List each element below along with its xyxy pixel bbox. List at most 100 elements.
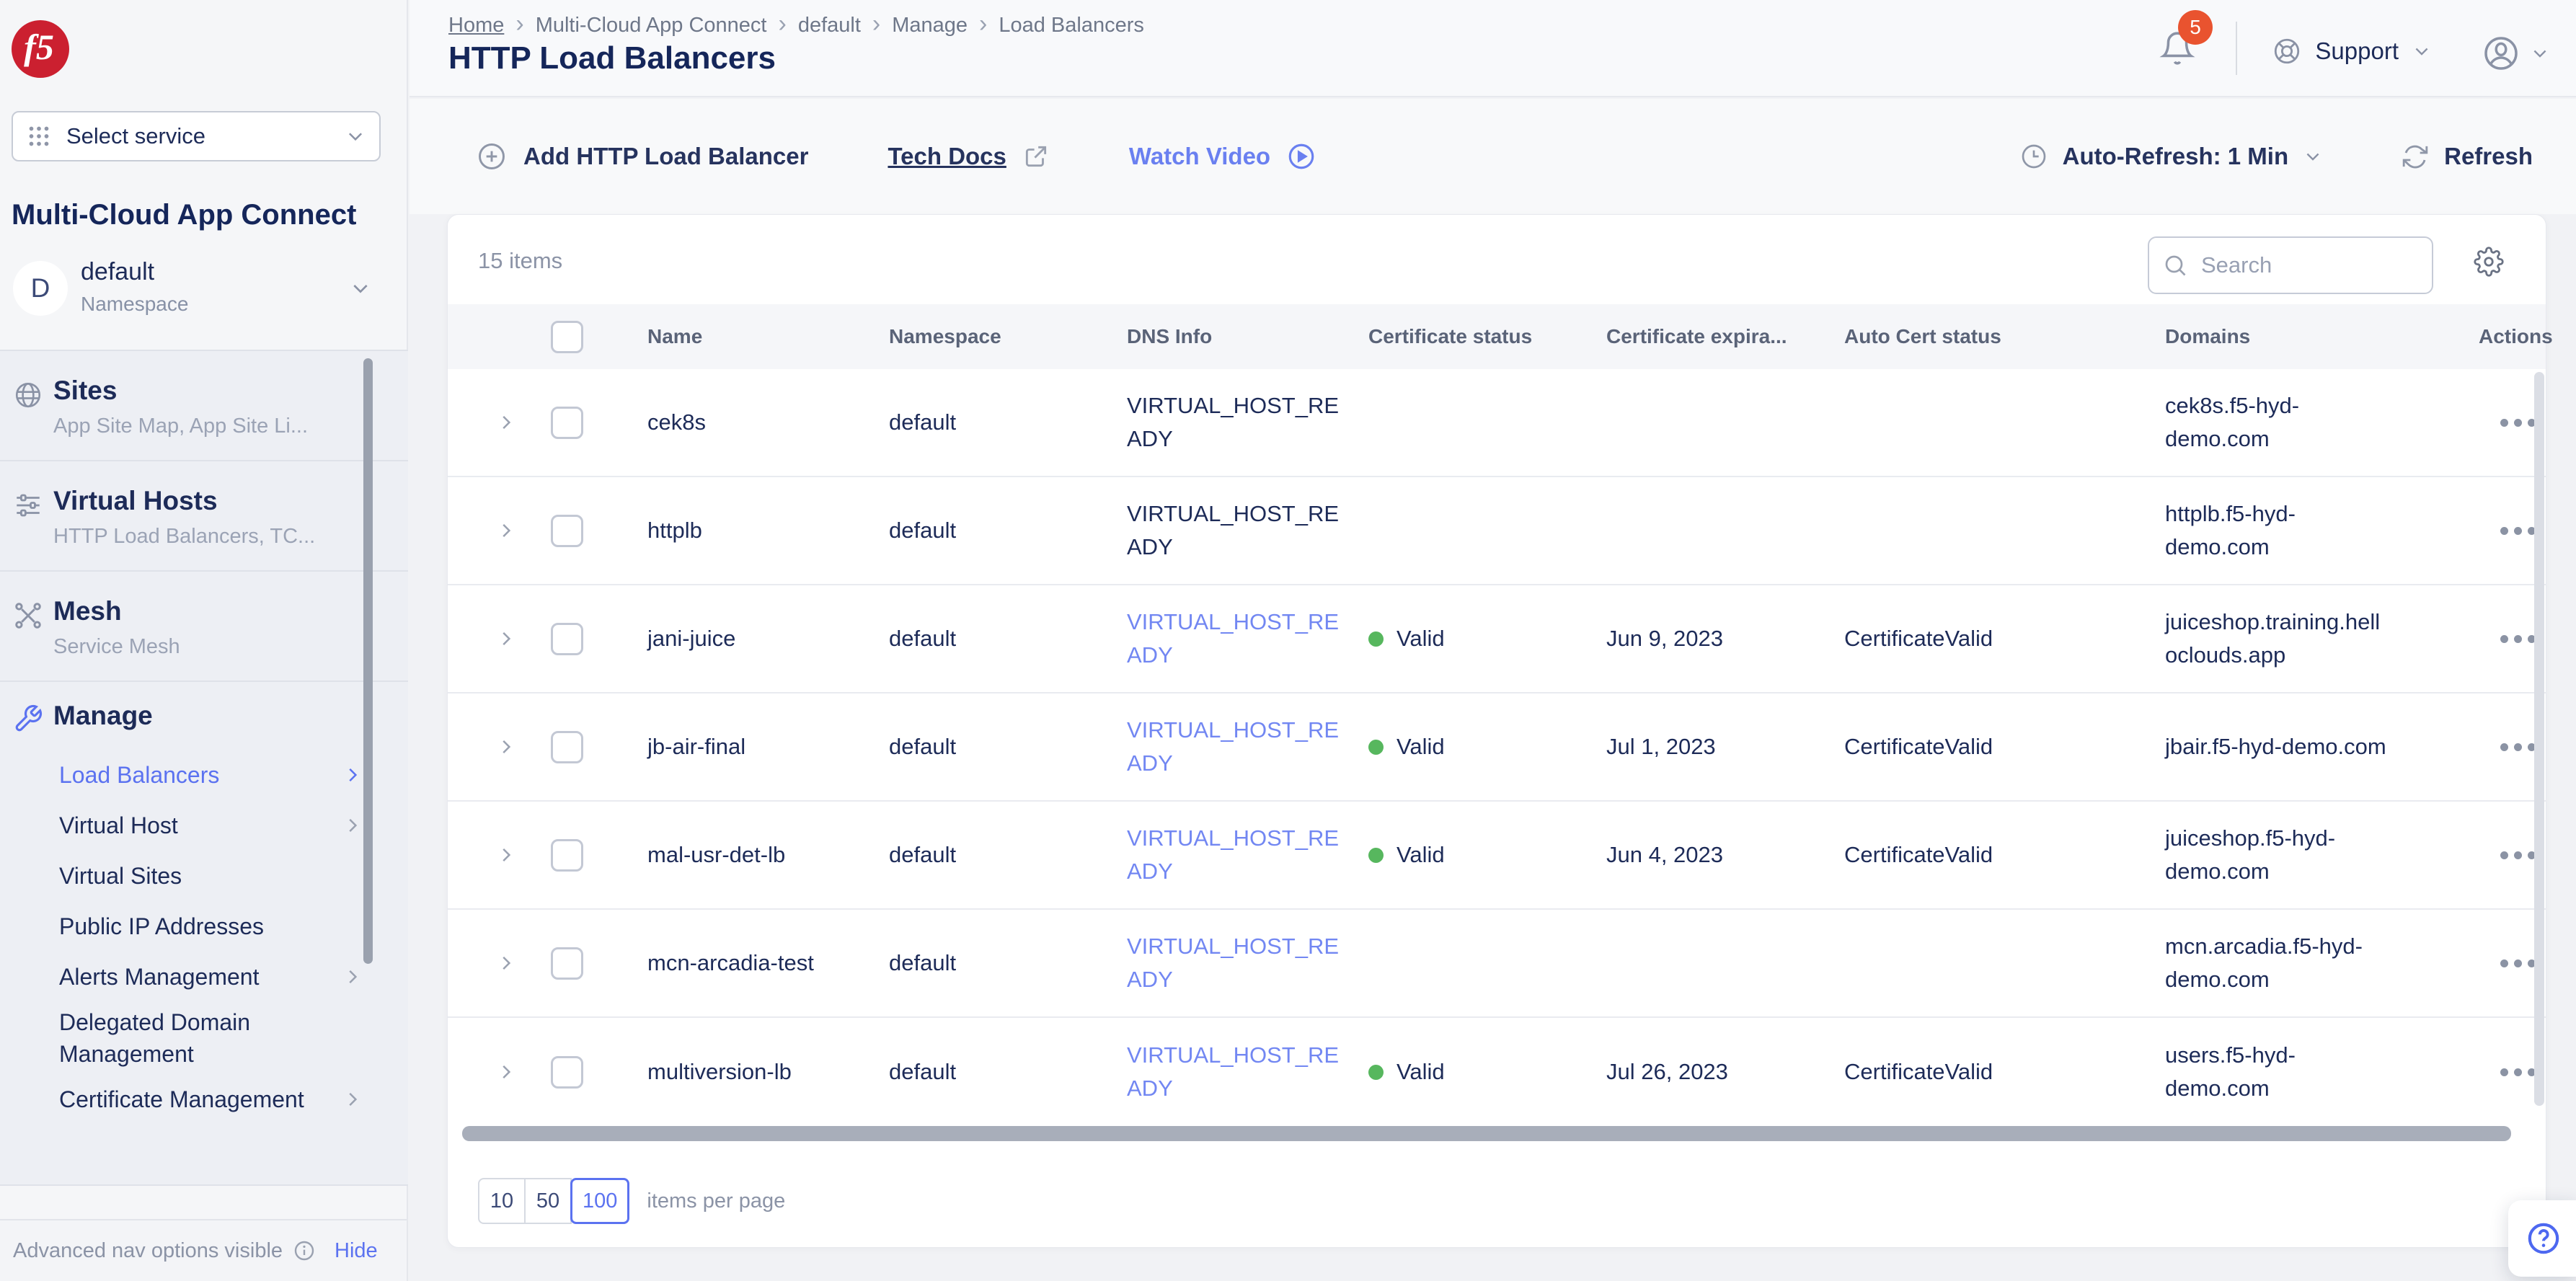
breadcrumb: Home › Multi-Cloud App Connect › default › Man… <box>448 12 1144 37</box>
search-input[interactable] <box>2200 252 2409 279</box>
column-header-actions[interactable]: Actions <box>2479 325 2553 347</box>
column-header-dns-info[interactable]: DNS Info <box>1127 325 1213 347</box>
page-size-50[interactable]: 50 <box>524 1178 572 1224</box>
service-selector[interactable]: Select service <box>12 111 381 161</box>
help-widget[interactable] <box>2508 1200 2576 1277</box>
cell-name: mcn-arcadia-test <box>647 950 814 975</box>
expand-row-icon[interactable] <box>495 412 517 433</box>
table-body: cek8s default VIRTUAL_HOST_READY cek8s.f… <box>448 369 2546 1126</box>
sidebar-item-load-balancers[interactable]: Load Balancers <box>13 750 408 800</box>
table-vertical-scrollbar[interactable] <box>2534 372 2544 1106</box>
chevron-down-icon <box>2303 146 2323 167</box>
row-checkbox[interactable] <box>551 1055 583 1089</box>
expand-row-icon[interactable] <box>495 844 517 866</box>
chevron-down-icon <box>2530 43 2550 63</box>
sidebar-item-alerts-management[interactable]: Alerts Management <box>13 952 408 1002</box>
notifications-button[interactable]: 5 <box>2159 10 2213 66</box>
grid-icon <box>26 123 52 149</box>
row-checkbox[interactable] <box>551 730 583 763</box>
sidebar-item-virtual-host[interactable]: Virtual Host <box>13 800 408 851</box>
sidebar-item-delegated-domain-management[interactable]: Delegated Domain Management <box>59 1009 251 1068</box>
cell-certificate-expiration: Jul 26, 2023 <box>1606 1059 1728 1084</box>
help-question-icon <box>2526 1220 2562 1256</box>
cell-name: cek8s <box>647 409 706 435</box>
gear-icon[interactable] <box>2474 247 2504 277</box>
sidebar-section-virtual-hosts[interactable]: Virtual Hosts HTTP Load Balancers, TC... <box>0 461 408 572</box>
sidebar-section-mesh[interactable]: Mesh Service Mesh <box>0 572 408 682</box>
row-actions-button[interactable] <box>2479 851 2554 859</box>
refresh-button[interactable]: Refresh <box>2401 142 2533 171</box>
sidebar: f5 Select service Multi-Cloud App Connec… <box>0 0 408 1281</box>
auto-refresh-label: Auto-Refresh: 1 Min <box>2062 143 2289 169</box>
sidebar-scrollbar[interactable] <box>363 358 373 964</box>
sidebar-item-certificate-management[interactable]: Certificate Management <box>13 1074 408 1125</box>
column-header-certificate-expira-[interactable]: Certificate expira... <box>1606 325 1787 347</box>
cell-namespace: default <box>889 950 957 975</box>
account-menu[interactable] <box>2481 33 2550 74</box>
row-actions-button[interactable] <box>2479 1068 2554 1076</box>
cell-dns-info[interactable]: VIRTUAL_HOST_READY <box>1127 717 1340 776</box>
external-link-icon <box>1022 143 1050 170</box>
chevron-right-icon <box>342 764 363 786</box>
select-all-checkbox[interactable] <box>551 320 583 353</box>
breadcrumb-item[interactable]: default <box>797 13 861 37</box>
row-actions-button[interactable] <box>2479 743 2554 751</box>
expand-row-icon[interactable] <box>495 736 517 758</box>
row-actions-button[interactable] <box>2479 959 2554 967</box>
row-actions-button[interactable] <box>2479 634 2554 643</box>
support-label: Support <box>2315 37 2399 64</box>
plus-circle-icon <box>476 141 508 172</box>
table-row: multiversion-lb default VIRTUAL_HOST_REA… <box>448 1018 2546 1126</box>
cell-certificate-status: Valid <box>1349 626 1587 652</box>
sidebar-item-virtual-sites[interactable]: Virtual Sites <box>59 862 182 889</box>
chevron-down-icon <box>2412 41 2432 61</box>
cell-certificate-expiration: Jun 4, 2023 <box>1606 842 1724 867</box>
expand-row-icon[interactable] <box>495 628 517 650</box>
row-checkbox[interactable] <box>551 838 583 872</box>
row-actions-button[interactable] <box>2479 526 2554 535</box>
support-menu[interactable]: Support <box>2272 36 2432 66</box>
cell-namespace: default <box>889 409 957 435</box>
expand-row-icon[interactable] <box>495 1061 517 1083</box>
expand-row-icon[interactable] <box>495 952 517 974</box>
page-size-10[interactable]: 10 <box>478 1178 526 1224</box>
cell-certificate-status: Valid <box>1349 842 1587 868</box>
row-checkbox[interactable] <box>551 406 583 439</box>
auto-refresh-selector[interactable]: Auto-Refresh: 1 Min <box>2019 142 2324 171</box>
breadcrumb-item[interactable]: Manage <box>892 13 968 37</box>
table-header-row: Name Namespace DNS Info Certificate status C… <box>448 304 2553 369</box>
cell-dns-info[interactable]: VIRTUAL_HOST_READY <box>1127 1042 1340 1102</box>
row-checkbox[interactable] <box>551 514 583 547</box>
cell-dns-info[interactable]: VIRTUAL_HOST_READY <box>1127 933 1340 993</box>
valid-status-dot <box>1368 847 1384 863</box>
tech-docs-link[interactable]: Tech Docs <box>888 143 1049 170</box>
user-avatar-icon <box>2481 33 2521 74</box>
sidebar-section-title-manage[interactable]: Manage <box>53 701 153 730</box>
column-header-namespace[interactable]: Namespace <box>889 325 1001 347</box>
page-size-100[interactable]: 100 <box>570 1178 630 1224</box>
valid-status-dot <box>1368 631 1384 647</box>
hide-nav-button[interactable]: Hide <box>335 1238 378 1262</box>
column-header-certificate-status[interactable]: Certificate status <box>1368 325 1533 347</box>
cell-dns-info[interactable]: VIRTUAL_HOST_READY <box>1127 825 1340 885</box>
breadcrumb-item[interactable]: Multi-Cloud App Connect <box>535 13 767 37</box>
column-header-domains[interactable]: Domains <box>2165 325 2251 347</box>
column-header-name[interactable]: Name <box>647 325 703 347</box>
namespace-selector[interactable]: D default Namespace <box>0 254 408 347</box>
cell-domains: users.f5-hyd-demo.com <box>2165 1042 2296 1102</box>
cell-auto-cert-status: CertificateValid <box>1844 1059 1993 1084</box>
tech-docs-label: Tech Docs <box>888 143 1006 169</box>
cell-dns-info[interactable]: VIRTUAL_HOST_READY <box>1127 608 1340 668</box>
row-checkbox[interactable] <box>551 947 583 980</box>
breadcrumb-item: Load Balancers <box>999 13 1144 37</box>
row-checkbox[interactable] <box>551 622 583 655</box>
expand-row-icon[interactable] <box>495 520 517 541</box>
horizontal-scrollbar[interactable] <box>462 1126 2511 1141</box>
column-header-auto-cert-status[interactable]: Auto Cert status <box>1844 325 2001 347</box>
row-actions-button[interactable] <box>2479 418 2554 427</box>
breadcrumb-item[interactable]: Home <box>448 13 505 37</box>
watch-video-link[interactable]: Watch Video <box>1129 141 1316 172</box>
sidebar-item-public-ip-addresses[interactable]: Public IP Addresses <box>59 913 265 939</box>
add-http-load-balancer-button[interactable]: Add HTTP Load Balancer <box>476 141 808 172</box>
sidebar-section-sites[interactable]: Sites App Site Map, App Site Li... <box>0 351 408 461</box>
